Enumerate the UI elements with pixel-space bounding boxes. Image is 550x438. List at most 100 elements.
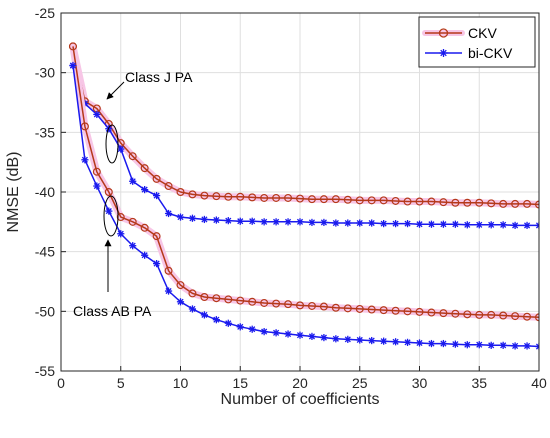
data-point: [343, 304, 352, 313]
data-point: [260, 328, 268, 336]
data-point: [141, 251, 149, 259]
data-point: [475, 198, 484, 207]
data-point: [380, 220, 388, 228]
data-point: [224, 319, 232, 327]
x-tick-label: 20: [292, 375, 308, 391]
data-point: [296, 301, 305, 310]
data-point: [391, 306, 400, 315]
data-point: [320, 218, 328, 227]
data-point: [332, 335, 340, 343]
data-point: [188, 190, 197, 199]
data-point: [332, 219, 340, 227]
data-point: [296, 331, 304, 339]
data-point: [116, 213, 125, 222]
data-point: [284, 193, 293, 202]
data-point: [415, 339, 424, 347]
data-point: [176, 298, 185, 306]
data-point: [487, 310, 496, 319]
data-point: [272, 329, 280, 337]
data-point: [176, 213, 185, 221]
axis-ticks: 0 5 10 15 20 25 30 35 40 -25 -30 -35 -40 -45 -50 -55: [35, 5, 547, 391]
data-point: [427, 339, 436, 348]
x-tick-label: 30: [412, 375, 428, 391]
legend: CKV bi-CKV: [418, 16, 536, 68]
data-point: [260, 298, 269, 307]
data-point: [319, 302, 328, 311]
data-point: [307, 301, 316, 310]
data-point: [152, 232, 161, 241]
data-point: [224, 192, 233, 201]
data-point: [451, 309, 460, 318]
series-line: [72, 46, 539, 206]
data-point: [463, 198, 472, 207]
data-point: [439, 309, 448, 318]
data-point: [427, 308, 436, 317]
data-point: [248, 217, 256, 225]
data-point: [200, 311, 208, 319]
data-point: [200, 191, 209, 200]
series-ckv-2: [68, 42, 539, 322]
data-point: [475, 310, 484, 319]
data-point: [415, 307, 424, 316]
data-point: [236, 192, 245, 201]
data-point: [140, 164, 149, 173]
data-point: [272, 218, 280, 226]
data-point: [307, 195, 316, 204]
data-point: [499, 221, 507, 229]
data-point: [439, 220, 447, 228]
data-point: [356, 219, 364, 227]
data-point: [128, 152, 137, 161]
data-point: [200, 293, 209, 302]
data-point: [272, 193, 281, 202]
data-point: [535, 221, 539, 230]
data-point: [188, 305, 197, 313]
data-point: [200, 215, 208, 224]
data-point: [212, 192, 221, 201]
data-point: [403, 197, 412, 206]
data-point: [129, 177, 137, 185]
y-tick-label: -40: [35, 184, 55, 200]
data-point: [224, 295, 233, 304]
data-point: [511, 312, 520, 321]
annotation-label-class-ab: Class AB PA: [73, 303, 152, 319]
data-point: [188, 214, 197, 222]
data-point: [427, 220, 436, 228]
data-point: [164, 209, 173, 218]
annotation-label-class-j: Class J PA: [125, 69, 193, 85]
data-point: [368, 219, 376, 227]
legend-marker-bi-ckv: [439, 49, 448, 57]
x-tick-label: 25: [352, 375, 368, 391]
legend-box: [418, 16, 536, 68]
annotation-ellipse-class-j: [105, 124, 119, 164]
data-point: [487, 341, 495, 349]
data-point: [475, 341, 483, 349]
data-point: [379, 196, 388, 205]
data-point: [260, 218, 268, 226]
data-point: [272, 299, 281, 308]
data-point: [141, 186, 149, 194]
data-point: [248, 297, 257, 306]
data-point: [523, 199, 532, 208]
data-point: [284, 330, 292, 338]
data-point: [499, 199, 508, 208]
data-point: [212, 216, 220, 224]
data-point: [415, 197, 424, 206]
data-point: [380, 337, 388, 345]
data-point: [344, 219, 352, 227]
y-axis-label: NMSE (dB): [5, 152, 22, 233]
data-point: [463, 341, 471, 349]
legend-marker-ckv: [438, 28, 449, 38]
data-point: [153, 260, 161, 268]
data-point: [439, 339, 447, 348]
legend-entry-ckv: CKV: [422, 25, 497, 41]
data-point: [415, 220, 424, 228]
data-point: [69, 61, 77, 70]
annotation-ellipse-class-ab: [103, 195, 119, 237]
legend-label-ckv: CKV: [468, 25, 497, 41]
data-point: [391, 196, 400, 205]
data-point: [463, 221, 471, 229]
data-point: [164, 266, 173, 275]
x-tick-label: 15: [232, 375, 248, 391]
y-tick-label: -45: [35, 244, 55, 260]
data-point: [319, 195, 328, 204]
